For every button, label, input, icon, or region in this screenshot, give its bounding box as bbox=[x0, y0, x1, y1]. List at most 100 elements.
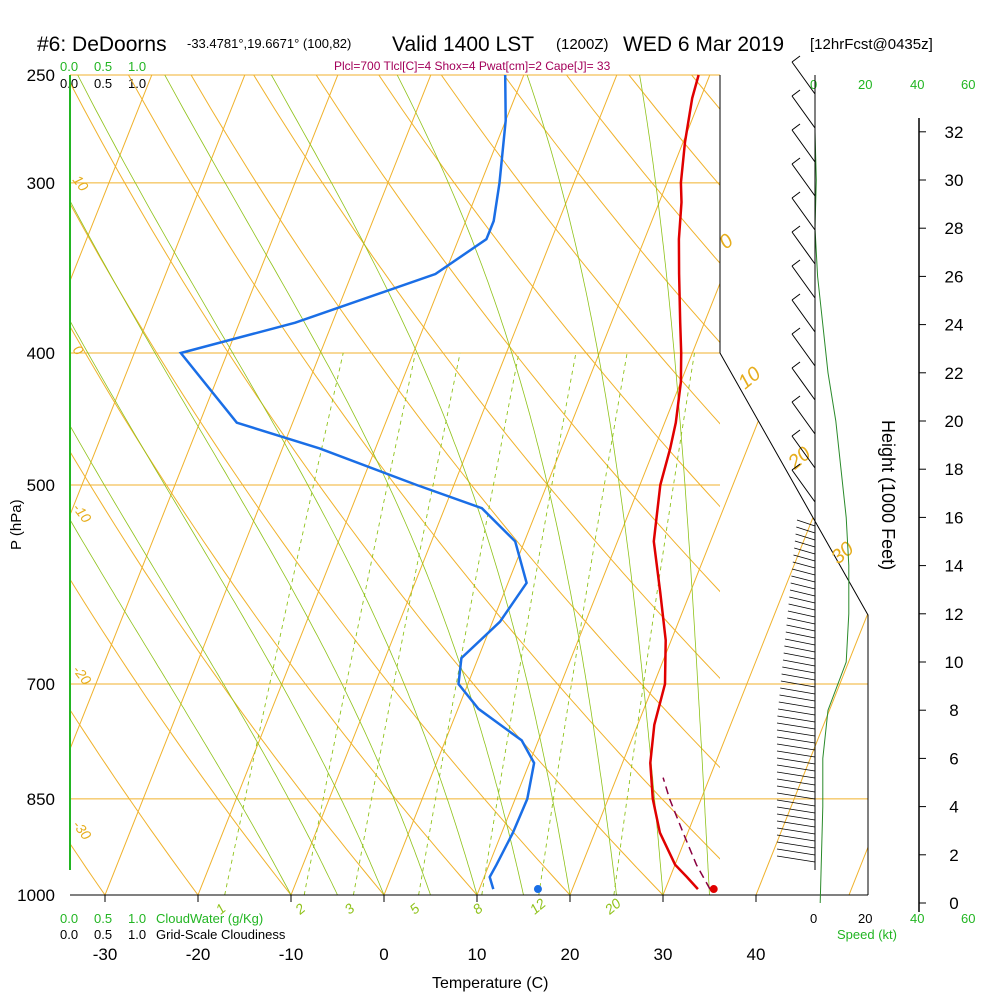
speed-tick-bottom-40: 40 bbox=[910, 911, 924, 926]
wind-barb bbox=[776, 827, 816, 835]
dry-adiabat-line bbox=[70, 578, 292, 895]
mixing-ratio-label: 20 bbox=[601, 895, 624, 918]
isotherm-line bbox=[290, 75, 648, 895]
mixing-ratio-label: 12 bbox=[526, 895, 548, 917]
mixing-ratio-line-12 bbox=[538, 352, 628, 895]
dewpoint-profile bbox=[178, 74, 536, 890]
dry-adiabat-line bbox=[440, 75, 720, 425]
moist-adiabat-line bbox=[639, 75, 710, 895]
height-tick-label: 28 bbox=[945, 219, 964, 238]
zulu-time: (1200Z) bbox=[556, 36, 609, 53]
cloudwater-scale-top-1: 0.5 bbox=[94, 59, 112, 74]
mixing-ratio-line-2 bbox=[303, 352, 416, 895]
wind-barb bbox=[776, 785, 816, 793]
wind-barb bbox=[782, 659, 816, 667]
height-tick-label: 18 bbox=[945, 460, 964, 479]
cloudiness-scale-bottom-2: 1.0 bbox=[128, 927, 146, 942]
mixing-ratio-line-3 bbox=[352, 352, 461, 895]
cloudiness-scale-bottom-0: 0.0 bbox=[60, 927, 78, 942]
wind-barb-flag bbox=[791, 259, 801, 267]
mixing-ratio-line-5 bbox=[418, 352, 520, 895]
wind-barb bbox=[776, 743, 816, 751]
mixing-ratio-grid bbox=[224, 352, 695, 895]
surface-temperature-dot bbox=[709, 885, 718, 894]
dry-adiabat-line bbox=[70, 81, 664, 895]
cloudwater-scale-bottom-1: 0.5 bbox=[94, 911, 112, 926]
speed-tick-top-0: 0 bbox=[810, 77, 817, 92]
dry-adiabat-line bbox=[942, 75, 1000, 895]
height-tick-label: 32 bbox=[945, 123, 964, 142]
isotherm-label-left: 10 bbox=[70, 172, 92, 194]
valid-time: Valid 1400 LST bbox=[392, 33, 534, 56]
cloudiness-scale-top-2: 1.0 bbox=[128, 76, 146, 91]
pressure-tick-label-250: 250 bbox=[27, 66, 55, 85]
wind-profile bbox=[814, 75, 850, 904]
wind-barb bbox=[783, 652, 816, 660]
mixing-ratio-line-1 bbox=[224, 352, 344, 895]
pressure-tick-label-400: 400 bbox=[27, 344, 55, 363]
isotherm-label-right: 30 bbox=[827, 538, 858, 569]
wind-barb bbox=[780, 680, 816, 688]
wind-barb bbox=[791, 568, 816, 576]
mixing-ratio-line-20 bbox=[613, 352, 695, 895]
y-axis-title: P (hPa) bbox=[8, 499, 25, 550]
moist-adiabat-line bbox=[526, 75, 664, 895]
speed-tick-bottom-20: 20 bbox=[858, 911, 872, 926]
isotherm-line bbox=[848, 75, 868, 895]
wind-barb bbox=[780, 687, 816, 695]
mixing-ratio-label: 8 bbox=[469, 900, 485, 917]
pressure-tick-label-300: 300 bbox=[27, 174, 55, 193]
valid-date: WED 6 Mar 2019 bbox=[623, 33, 784, 56]
wind-barb bbox=[791, 95, 816, 129]
wind-barb bbox=[789, 596, 816, 604]
speed-tick-bottom-0: 0 bbox=[810, 911, 817, 926]
moist-adiabat-line bbox=[70, 320, 385, 895]
wind-barb bbox=[796, 519, 816, 527]
wind-barb bbox=[793, 554, 816, 562]
moist-adiabat-line bbox=[164, 75, 524, 895]
sounding-series bbox=[178, 74, 718, 894]
isotherm-line bbox=[476, 75, 834, 895]
x-tick-label: -20 bbox=[186, 945, 211, 964]
wind-barb-flag bbox=[791, 463, 801, 471]
mixing-ratio-label: 3 bbox=[341, 900, 357, 917]
moist-adiabat-grid bbox=[70, 75, 710, 895]
moist-adiabat-line bbox=[70, 518, 292, 895]
cloudiness-scale-bottom-1: 0.5 bbox=[94, 927, 112, 942]
wind-barb bbox=[785, 631, 816, 639]
dry-adiabat-line bbox=[190, 75, 720, 769]
wind-barb bbox=[776, 799, 816, 807]
height-tick-label: 24 bbox=[945, 316, 964, 335]
isotherm-grid bbox=[70, 75, 868, 895]
wind-barb-flag bbox=[791, 123, 801, 131]
wind-barb bbox=[791, 197, 816, 231]
dry-adiabat-grid bbox=[70, 75, 1000, 895]
height-tick-label: 22 bbox=[945, 364, 964, 383]
isotherm-label-right: 10 bbox=[734, 363, 765, 394]
wind-barb bbox=[788, 603, 816, 611]
wind-barb bbox=[791, 401, 816, 435]
wind-barb bbox=[791, 469, 816, 503]
x-tick-label: 20 bbox=[561, 945, 580, 964]
wind-barb-flag bbox=[791, 157, 801, 165]
cloudiness-scale-top-1: 0.5 bbox=[94, 76, 112, 91]
isotherm-line bbox=[70, 75, 183, 895]
dry-adiabat-line bbox=[691, 75, 720, 110]
wind-barb bbox=[776, 820, 816, 828]
wind-barb bbox=[776, 778, 816, 786]
plot-boundary bbox=[69, 75, 869, 896]
height-tick-label: 26 bbox=[945, 267, 964, 286]
height-tick-label: 12 bbox=[945, 605, 964, 624]
wind-barb-flag bbox=[791, 327, 801, 335]
wind-barb bbox=[776, 736, 816, 744]
x-tick-label: -10 bbox=[279, 945, 304, 964]
pressure-tick-label-850: 850 bbox=[27, 790, 55, 809]
wind-barb bbox=[776, 813, 816, 821]
wind-barb bbox=[786, 624, 816, 632]
moist-adiabat-line bbox=[270, 75, 571, 895]
isotherm-label-right: 0 bbox=[715, 230, 738, 254]
height-tick-label: 30 bbox=[945, 171, 964, 190]
isotherm-label-left: 0 bbox=[70, 342, 88, 358]
wind-barb bbox=[776, 848, 816, 856]
